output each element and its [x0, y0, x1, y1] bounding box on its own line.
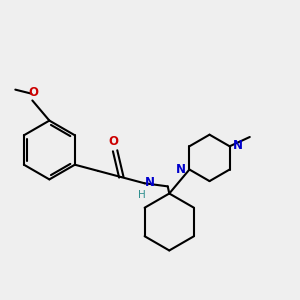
Text: N: N [233, 139, 243, 152]
Text: N: N [176, 163, 186, 176]
Text: H: H [138, 190, 146, 200]
Text: O: O [28, 86, 38, 99]
Text: O: O [109, 135, 118, 148]
Text: N: N [145, 176, 155, 188]
